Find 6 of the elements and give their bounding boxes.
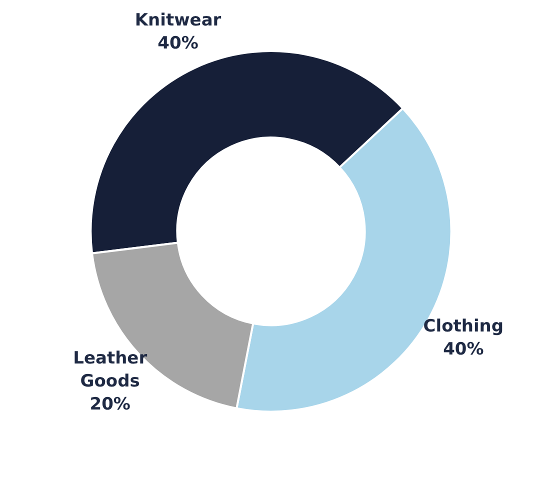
data-label: 40% <box>158 33 198 54</box>
data-label: 20% <box>90 394 130 414</box>
slice-label: Knitwear <box>134 10 222 30</box>
data-label: 40% <box>443 340 484 360</box>
slice-label: Leather Goods <box>73 348 148 392</box>
slice-label: Clothing <box>423 316 504 337</box>
